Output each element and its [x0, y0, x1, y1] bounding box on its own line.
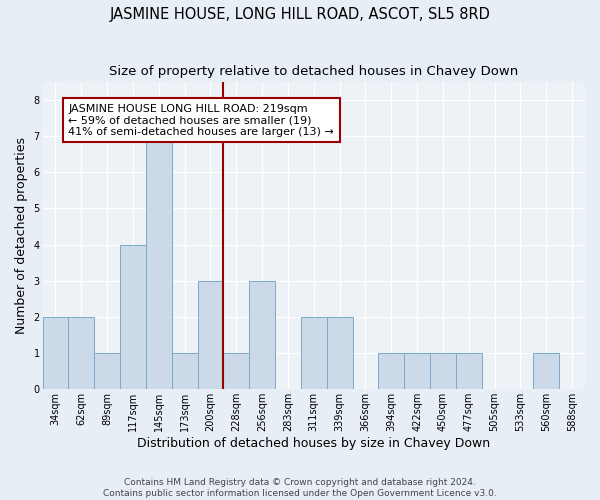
- Bar: [327, 317, 353, 390]
- Bar: [404, 353, 430, 390]
- Text: JASMINE HOUSE, LONG HILL ROAD, ASCOT, SL5 8RD: JASMINE HOUSE, LONG HILL ROAD, ASCOT, SL…: [110, 8, 490, 22]
- Bar: [94, 353, 120, 390]
- Text: Contains HM Land Registry data © Crown copyright and database right 2024.
Contai: Contains HM Land Registry data © Crown c…: [103, 478, 497, 498]
- Bar: [120, 244, 146, 390]
- X-axis label: Distribution of detached houses by size in Chavey Down: Distribution of detached houses by size …: [137, 437, 490, 450]
- Y-axis label: Number of detached properties: Number of detached properties: [15, 137, 28, 334]
- Bar: [379, 353, 404, 390]
- Title: Size of property relative to detached houses in Chavey Down: Size of property relative to detached ho…: [109, 65, 518, 78]
- Bar: [533, 353, 559, 390]
- Bar: [456, 353, 482, 390]
- Bar: [43, 317, 68, 390]
- Bar: [223, 353, 249, 390]
- Bar: [430, 353, 456, 390]
- Bar: [197, 281, 223, 390]
- Bar: [146, 136, 172, 390]
- Text: JASMINE HOUSE LONG HILL ROAD: 219sqm
← 59% of detached houses are smaller (19)
4: JASMINE HOUSE LONG HILL ROAD: 219sqm ← 5…: [68, 104, 334, 137]
- Bar: [172, 353, 197, 390]
- Bar: [249, 281, 275, 390]
- Bar: [68, 317, 94, 390]
- Bar: [301, 317, 327, 390]
